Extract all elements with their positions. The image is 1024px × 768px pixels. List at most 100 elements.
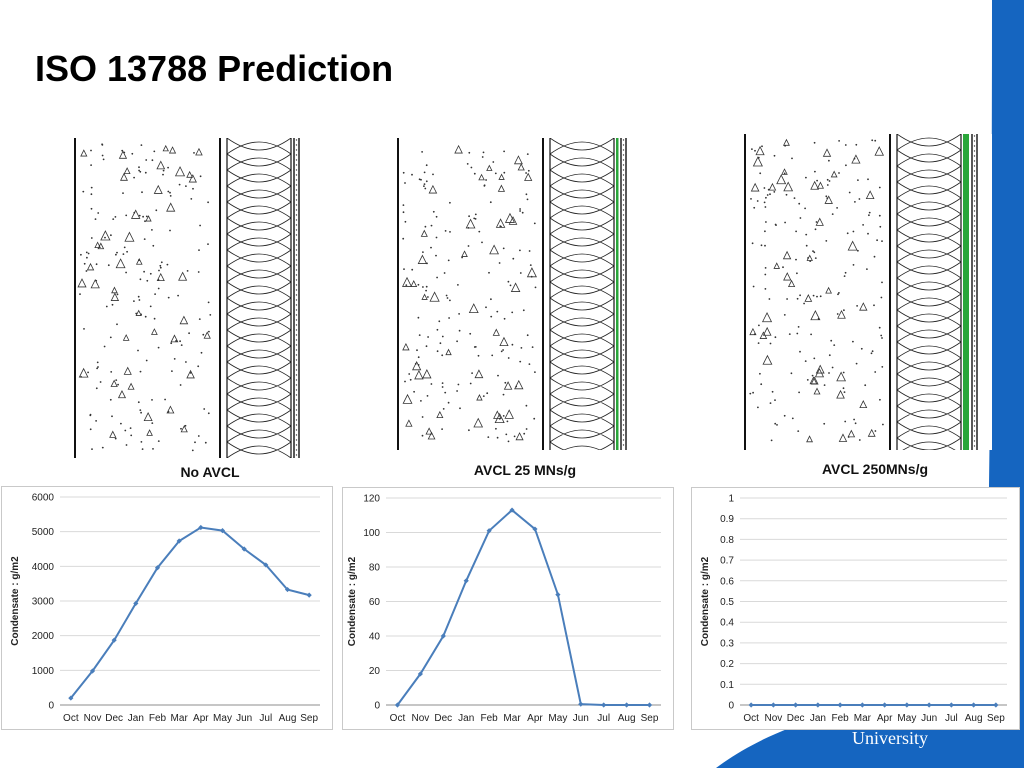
insulation-pattern [549,137,615,459]
x-tick-label: Jun [921,713,937,724]
data-point [815,702,821,708]
y-tick-label: 2000 [32,631,55,642]
y-tick-label: 0.2 [720,659,734,670]
data-point [601,702,607,708]
data-point [111,637,117,643]
data-point [306,592,312,598]
x-tick-label: Jan [458,713,474,724]
university-logo-text: University [852,728,928,748]
data-point [748,702,754,708]
y-tick-label: 80 [369,563,381,574]
y-tick-label: 0.9 [720,514,734,525]
wall-label-no-avcl: No AVCL [180,464,240,480]
x-tick-label: Dec [105,713,123,724]
vapour-control-layer [616,138,619,450]
x-tick-label: Jul [597,713,610,724]
x-tick-label: Aug [965,713,983,724]
wall-section-avcl-250 [742,133,992,455]
x-tick-label: Aug [618,713,636,724]
y-tick-label: 0.1 [720,680,734,691]
y-axis-label: Condensate : g/m2 [10,556,21,646]
x-tick-label: Apr [877,713,893,724]
data-point [68,695,74,701]
wall-section-avcl-25 [395,137,635,459]
vapour-control-layer [963,134,969,450]
data-point [793,702,799,708]
x-tick-label: Nov [84,713,102,724]
y-tick-label: 100 [363,528,380,539]
x-tick-label: Dec [434,713,452,724]
x-tick-label: Aug [279,713,297,724]
data-point [578,701,584,707]
x-tick-label: Jun [573,713,589,724]
data-point [154,565,161,571]
x-tick-label: Jul [259,713,272,724]
y-tick-label: 0.5 [720,597,734,608]
x-tick-label: Nov [411,713,429,724]
y-tick-label: 0.4 [720,618,734,629]
wall-section-no-avcl [72,137,312,459]
data-point [555,592,561,598]
y-tick-label: 40 [369,632,381,643]
x-tick-label: Oct [63,713,79,724]
data-point [971,702,977,708]
x-tick-label: Mar [171,713,189,724]
x-tick-label: Sep [987,713,1005,724]
series-line [396,508,650,706]
x-tick-label: May [897,713,916,724]
data-point [904,702,910,708]
y-axis-label: Condensate : g/m2 [700,556,711,646]
x-tick-label: Feb [832,713,850,724]
data-point [837,702,843,708]
x-tick-label: Oct [743,713,759,724]
x-tick-label: Jan [810,713,826,724]
y-tick-label: 0.8 [720,535,734,546]
y-tick-label: 0 [374,701,380,712]
y-tick-label: 6000 [32,493,55,504]
y-tick-label: 120 [363,494,380,505]
data-point [89,668,96,674]
y-tick-label: 0 [728,701,734,712]
wall-label-avcl-250: AVCL 250MNs/g [821,461,929,477]
x-tick-label: Feb [149,713,167,724]
data-point [770,702,776,708]
data-point [882,702,888,708]
concrete-aggregate [401,144,537,443]
y-tick-label: 3000 [32,597,55,608]
x-tick-label: Jan [128,713,144,724]
x-tick-label: May [213,713,232,724]
y-tick-label: 4000 [32,562,55,573]
condensate-chart-avcl-250: 0 0.1 0.2 0.3 0.4 0.5 0.6 0.7 0.8 0.9 1 Oct Nov Dec Ja… [691,487,1020,730]
x-tick-label: Mar [503,713,521,724]
y-axis-label: Condensate : g/m2 [347,556,358,646]
condensate-chart-no-avcl: 0 1000 2000 3000 4000 5000 6000 Oct Nov Dec Jan Feb… [1,486,333,730]
y-tick-label: 20 [369,666,381,677]
data-point [859,702,865,708]
x-tick-label: Jun [236,713,252,724]
data-point [176,538,182,544]
y-tick-label: 1000 [32,666,55,677]
data-point [948,702,954,708]
x-tick-label: Sep [641,713,659,724]
data-point [646,702,653,708]
y-tick-label: 60 [369,597,381,608]
data-point [417,671,423,677]
insulation-pattern [896,133,962,455]
x-tick-label: May [548,713,567,724]
wall-label-avcl-25: AVCL 25 MNs/g [473,462,577,478]
insulation-pattern [226,137,292,459]
data-point [241,546,247,552]
x-tick-label: Dec [787,713,805,724]
y-tick-label: 1 [728,494,734,505]
y-tick-label: 0.7 [720,556,734,567]
x-tick-label: Feb [481,713,499,724]
x-tick-label: Nov [764,713,782,724]
data-point [486,528,492,534]
y-tick-label: 5000 [32,527,55,538]
series-line [70,526,310,699]
y-tick-label: 0.6 [720,576,734,587]
x-tick-label: Mar [854,713,872,724]
condensate-chart-avcl-25: 0 20 40 60 80 100 120 Oct Nov Dec Jan Feb Mar Apr May J… [342,487,674,730]
slide-title: ISO 13788 Prediction [35,48,394,89]
data-point [284,586,291,593]
